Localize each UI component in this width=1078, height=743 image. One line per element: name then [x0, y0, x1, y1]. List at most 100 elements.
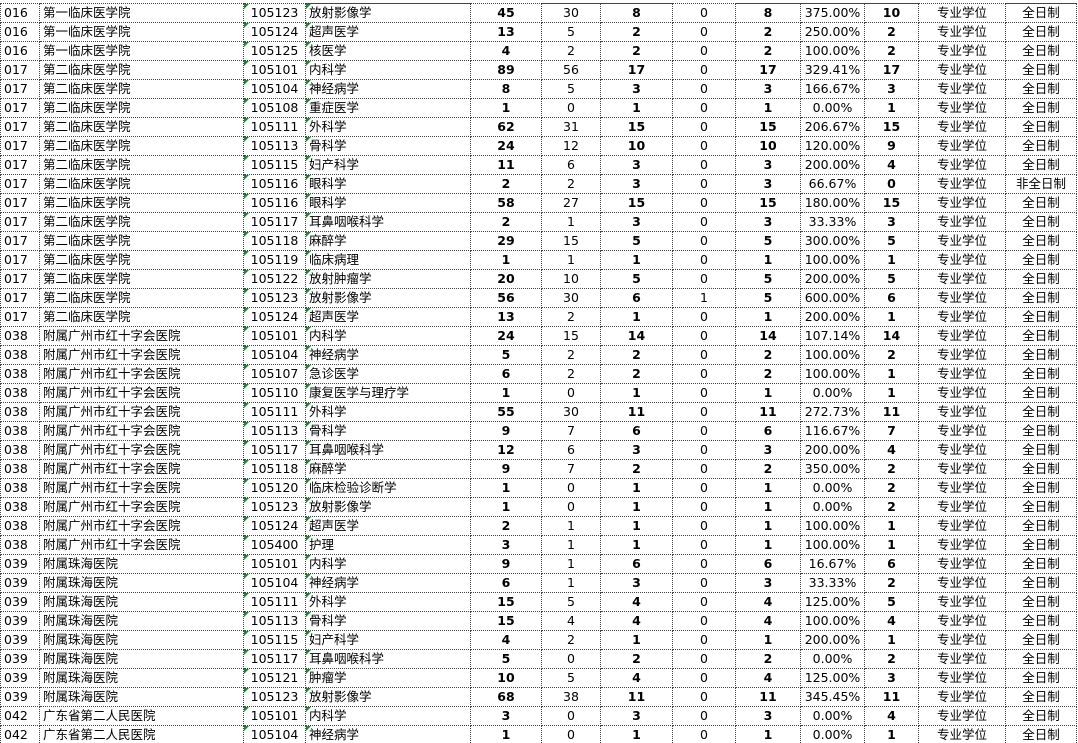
table-cell: 0 — [672, 592, 736, 612]
table-cell: 第二临床医学院 — [39, 212, 244, 232]
table-cell: 105101 — [243, 706, 306, 726]
table-cell: 1 — [541, 535, 601, 555]
table-cell: 临床病理 — [305, 250, 471, 270]
table-cell: 0 — [541, 497, 601, 517]
table-cell: 附属广州市红十字会医院 — [39, 535, 244, 555]
table-cell: 1 — [864, 383, 919, 403]
table-cell: 第一临床医学院 — [39, 22, 244, 42]
table-cell: 耳鼻咽喉科学 — [305, 649, 471, 669]
table-cell: 0 — [672, 440, 736, 460]
table-cell: 第二临床医学院 — [39, 250, 244, 270]
table-cell: 全日制 — [1005, 478, 1077, 498]
table-cell: 专业学位 — [918, 649, 1006, 669]
table-cell: 4 — [600, 668, 673, 688]
table-cell: 017 — [0, 136, 40, 156]
table-cell: 耳鼻咽喉科学 — [305, 440, 471, 460]
table-cell: 2 — [735, 345, 801, 365]
table-cell: 全日制 — [1005, 516, 1077, 536]
table-cell: 105115 — [243, 155, 306, 175]
table-cell: 0 — [672, 478, 736, 498]
table-cell: 039 — [0, 649, 40, 669]
table-cell: 专业学位 — [918, 573, 1006, 593]
table-cell: 2 — [541, 630, 601, 650]
table-cell: 0 — [541, 725, 601, 743]
table-cell: 0.00% — [800, 478, 865, 498]
table-cell: 1 — [864, 250, 919, 270]
table-cell: 全日制 — [1005, 212, 1077, 232]
table-cell: 105113 — [243, 136, 306, 156]
table-cell: 0 — [541, 478, 601, 498]
table-row: 039 附属珠海医院 105117 耳鼻咽喉科学 5 0 2 0 2 0.00% 2 专业学位 全日制 — [0, 649, 1077, 669]
table-cell: 1 — [600, 478, 673, 498]
table-cell: 105124 — [243, 307, 306, 327]
table-cell: 6 — [600, 421, 673, 441]
table-cell: 第二临床医学院 — [39, 193, 244, 213]
table-cell: 专业学位 — [918, 668, 1006, 688]
table-cell: 105104 — [243, 345, 306, 365]
table-cell: 100.00% — [800, 516, 865, 536]
table-cell: 全日制 — [1005, 421, 1077, 441]
table-cell: 56 — [541, 60, 601, 80]
table-cell: 专业学位 — [918, 22, 1006, 42]
table-cell: 100.00% — [800, 345, 865, 365]
table-cell: 1 — [600, 98, 673, 118]
table-cell: 107.14% — [800, 326, 865, 346]
table-row: 017 第二临床医学院 105118 麻醉学 29 15 5 0 5 300.00% 5 专业学位 全日… — [0, 231, 1077, 251]
table-cell: 附属广州市红十字会医院 — [39, 478, 244, 498]
table-cell: 14 — [735, 326, 801, 346]
table-cell: 2 — [735, 41, 801, 61]
table-cell: 166.67% — [800, 79, 865, 99]
table-cell: 200.00% — [800, 155, 865, 175]
table-cell: 1 — [600, 250, 673, 270]
table-row: 017 第二临床医学院 105101 内科学 89 56 17 0 17 329.41% 17 专业学… — [0, 60, 1077, 80]
table-cell: 全日制 — [1005, 326, 1077, 346]
table-cell: 105111 — [243, 117, 306, 137]
table-cell: 1 — [470, 383, 542, 403]
table-cell: 5 — [864, 592, 919, 612]
table-cell: 附属珠海医院 — [39, 630, 244, 650]
table-cell: 105101 — [243, 554, 306, 574]
table-cell: 全日制 — [1005, 668, 1077, 688]
table-cell: 附属广州市红十字会医院 — [39, 326, 244, 346]
table-cell: 15 — [864, 117, 919, 137]
table-cell: 全日制 — [1005, 459, 1077, 479]
table-cell: 1 — [735, 307, 801, 327]
table-row: 039 附属珠海医院 105115 妇产科学 4 2 1 0 1 200.00% 1 专业学位 全日制 — [0, 630, 1077, 650]
table-cell: 68 — [470, 687, 542, 707]
table-cell: 3 — [735, 212, 801, 232]
table-cell: 600.00% — [800, 288, 865, 308]
table-cell: 0 — [672, 98, 736, 118]
table-cell: 1 — [735, 98, 801, 118]
table-cell: 039 — [0, 630, 40, 650]
table-cell: 专业学位 — [918, 250, 1006, 270]
table-cell: 016 — [0, 3, 40, 23]
table-cell: 1 — [470, 250, 542, 270]
table-cell: 105118 — [243, 459, 306, 479]
table-cell: 042 — [0, 706, 40, 726]
table-cell: 专业学位 — [918, 345, 1006, 365]
table-cell: 1 — [470, 497, 542, 517]
table-cell: 专业学位 — [918, 554, 1006, 574]
table-cell: 4 — [864, 611, 919, 631]
table-row: 039 附属珠海医院 105104 神经病学 6 1 3 0 3 33.33% 2 专业学位 全日制 — [0, 573, 1077, 593]
table-cell: 016 — [0, 22, 40, 42]
table-cell: 30 — [541, 3, 601, 23]
table-cell: 第二临床医学院 — [39, 60, 244, 80]
table-cell: 1 — [735, 383, 801, 403]
table-cell: 33.33% — [800, 573, 865, 593]
table-cell: 5 — [541, 668, 601, 688]
table-cell: 30 — [541, 402, 601, 422]
table-cell: 全日制 — [1005, 649, 1077, 669]
table-cell: 89 — [470, 60, 542, 80]
table-cell: 肿瘤学 — [305, 668, 471, 688]
table-cell: 10 — [864, 3, 919, 23]
table-cell: 1 — [600, 307, 673, 327]
table-cell: 6 — [735, 554, 801, 574]
table-cell: 10 — [600, 136, 673, 156]
table-cell: 全日制 — [1005, 136, 1077, 156]
table-cell: 临床检验诊断学 — [305, 478, 471, 498]
table-cell: 3 — [600, 573, 673, 593]
table-cell: 200.00% — [800, 440, 865, 460]
table-cell: 38 — [541, 687, 601, 707]
table-cell: 0 — [672, 364, 736, 384]
